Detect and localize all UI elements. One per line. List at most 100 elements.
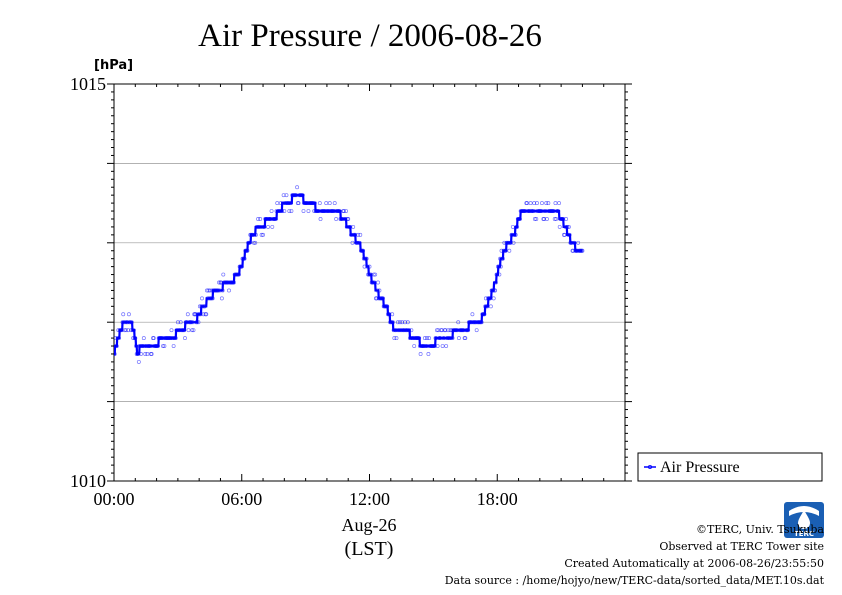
sample-point	[392, 336, 397, 341]
sample-point	[591, 0, 594, 2]
sample-point	[358, 232, 363, 237]
sample-point	[606, 0, 609, 2]
sample-point	[205, 288, 209, 293]
sample-point	[535, 201, 539, 206]
sample-point	[121, 312, 126, 317]
sample-point	[488, 304, 493, 309]
sample-point	[606, 0, 609, 2]
sample-point	[318, 217, 323, 221]
sample-point	[616, 0, 619, 2]
sample-point	[623, 0, 626, 2]
sample-point	[589, 0, 592, 2]
sample-point	[586, 0, 589, 2]
sample-point	[597, 0, 600, 2]
sample-point	[594, 0, 597, 2]
sample-point	[136, 359, 141, 364]
sample-point	[149, 352, 154, 356]
sample-point	[183, 336, 187, 341]
sample-point	[593, 0, 596, 2]
sample-point	[622, 0, 625, 2]
x-tick-label-0000: 00:00	[93, 489, 134, 509]
air-pressure-sample-points	[114, 0, 626, 364]
sample-point	[576, 240, 581, 245]
sample-point	[557, 201, 561, 206]
sample-point	[443, 328, 448, 333]
sample-point	[607, 0, 610, 2]
sample-point	[614, 0, 617, 2]
sample-point	[306, 209, 311, 213]
y-axis-unit-label: [hPa]	[94, 58, 133, 73]
sample-point	[611, 0, 614, 2]
sample-point	[617, 0, 620, 2]
grid-lines	[114, 163, 625, 402]
sample-point	[178, 320, 183, 325]
sample-point	[600, 0, 603, 2]
sample-point	[585, 0, 588, 2]
sample-point	[491, 296, 496, 301]
sample-point	[256, 217, 261, 221]
sample-point	[582, 0, 585, 2]
sample-point	[612, 0, 615, 2]
sample-point	[342, 209, 346, 213]
sample-point	[618, 0, 621, 2]
sample-point	[583, 0, 586, 2]
x-tick-label-1800: 18:00	[477, 489, 518, 509]
sample-point	[591, 0, 594, 2]
sample-point	[324, 201, 329, 206]
sample-point	[456, 336, 461, 341]
sample-point	[425, 336, 429, 341]
sample-point	[552, 217, 557, 221]
x-axis-date-label: Aug-26	[342, 515, 397, 535]
sample-point	[616, 0, 619, 2]
sample-point	[532, 201, 537, 206]
sample-point	[605, 0, 608, 2]
sample-point	[609, 0, 612, 2]
sample-point	[373, 272, 378, 277]
sample-point	[334, 217, 339, 221]
sample-point	[554, 217, 559, 221]
sample-point	[261, 232, 265, 237]
sample-point	[145, 352, 150, 356]
sample-point	[584, 0, 587, 2]
sample-point	[589, 0, 592, 2]
sample-point	[456, 320, 461, 325]
sample-point	[171, 344, 176, 348]
sample-point	[592, 0, 595, 2]
sample-point	[594, 0, 597, 2]
sample-point	[598, 0, 601, 2]
sample-point	[603, 0, 606, 2]
sample-point	[440, 344, 445, 348]
sample-point	[510, 224, 515, 229]
sample-point	[534, 217, 539, 221]
sample-point	[557, 224, 562, 229]
sample-point	[206, 288, 211, 293]
sample-point	[613, 0, 616, 2]
sample-point	[191, 328, 196, 333]
sample-point	[190, 328, 195, 333]
axis-ticks	[107, 83, 632, 482]
sample-point	[296, 201, 301, 206]
sample-point	[599, 0, 602, 2]
sample-point	[295, 185, 300, 190]
sample-point	[332, 201, 337, 206]
sample-point	[434, 328, 439, 333]
sample-point	[258, 217, 263, 221]
sample-point	[540, 201, 544, 206]
sample-point	[422, 336, 427, 341]
sample-point	[376, 280, 380, 285]
y-tick-label-min: 1010	[70, 471, 106, 491]
footer-source: Data source : /home/hojyo/new/TERC-data/…	[444, 574, 824, 587]
sample-point	[590, 0, 593, 2]
sample-point	[610, 0, 613, 2]
sample-point	[582, 0, 585, 2]
sample-point	[621, 0, 624, 2]
sample-point	[284, 193, 289, 198]
sample-point	[185, 312, 190, 317]
sample-point	[327, 201, 332, 206]
sample-point	[403, 320, 407, 325]
sample-point	[287, 209, 292, 213]
sample-point	[542, 217, 547, 221]
sample-point	[621, 0, 624, 2]
sample-point	[601, 0, 604, 2]
